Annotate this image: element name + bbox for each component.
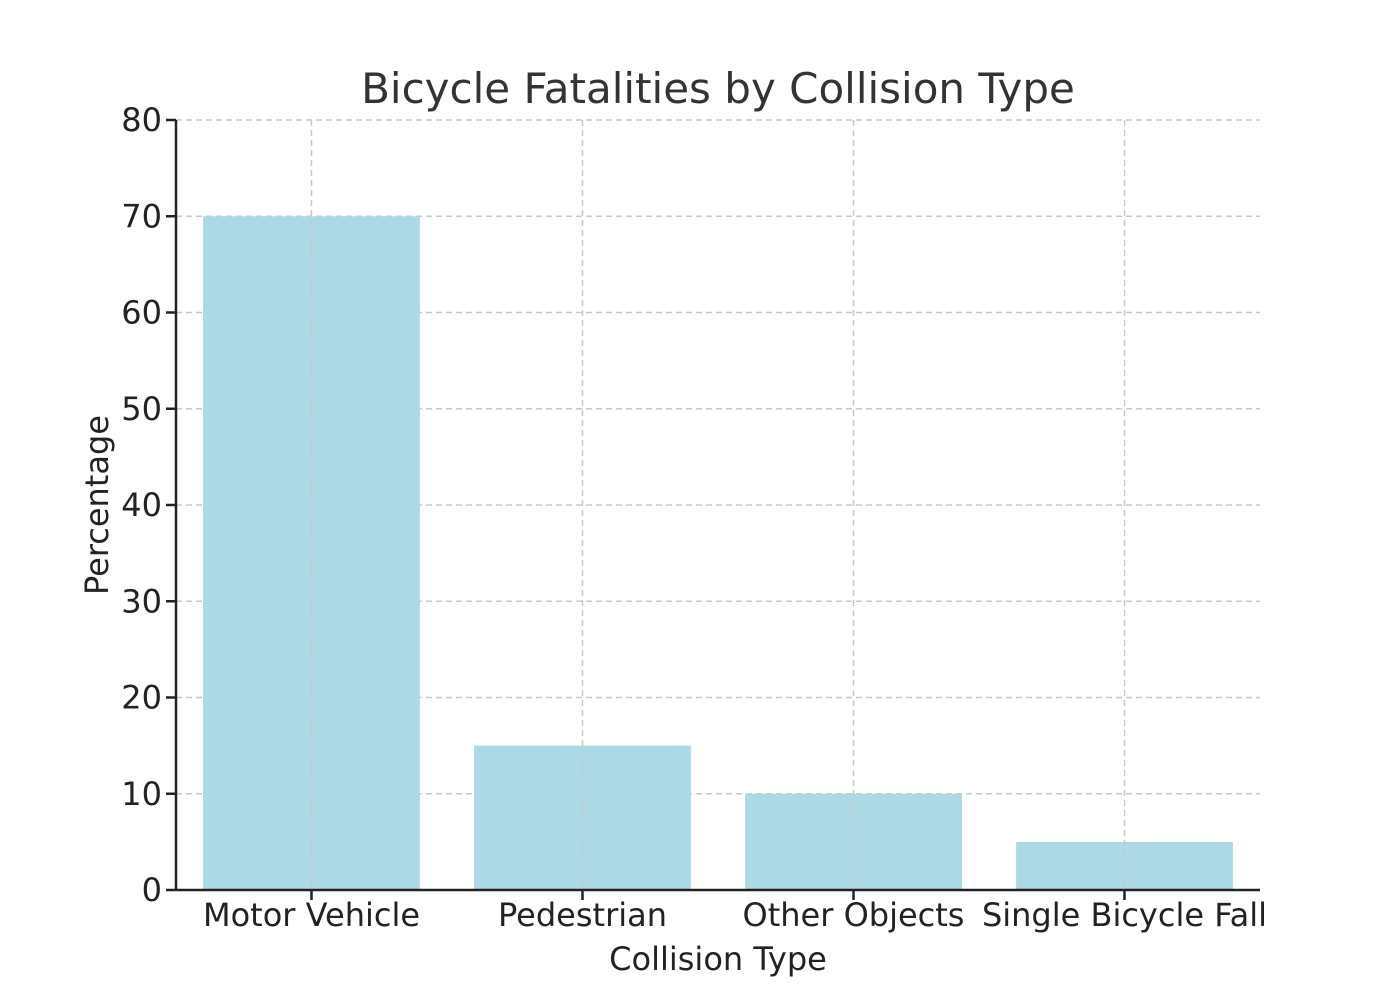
y-ticks: 0 10 20 30 40 50 60 70 80 — [121, 101, 176, 909]
y-tick-label: 60 — [121, 294, 162, 332]
chart-title: Bicycle Fatalities by Collision Type — [361, 64, 1075, 113]
x-tick-label: Other Objects — [743, 896, 965, 934]
y-tick-label: 10 — [121, 775, 162, 813]
bars — [203, 216, 1233, 890]
bar — [474, 745, 691, 890]
x-axis-label: Collision Type — [609, 940, 827, 978]
y-tick-label: 70 — [121, 197, 162, 235]
y-tick-label: 50 — [121, 390, 162, 428]
vertical-grid — [310, 120, 1126, 890]
y-axis-label: Percentage — [78, 415, 116, 595]
y-tick-label: 30 — [121, 582, 162, 620]
x-tick-label: Motor Vehicle — [203, 896, 420, 934]
y-tick-label: 40 — [121, 486, 162, 524]
y-tick-label: 80 — [121, 101, 162, 139]
x-ticks: Motor Vehicle Pedestrian Other Objects Sing… — [203, 890, 1267, 934]
x-tick-label: Pedestrian — [498, 896, 667, 934]
x-tick-label: Single Bicycle Fall — [982, 896, 1267, 934]
y-tick-label: 0 — [142, 871, 162, 909]
y-tick-label: 20 — [121, 679, 162, 717]
